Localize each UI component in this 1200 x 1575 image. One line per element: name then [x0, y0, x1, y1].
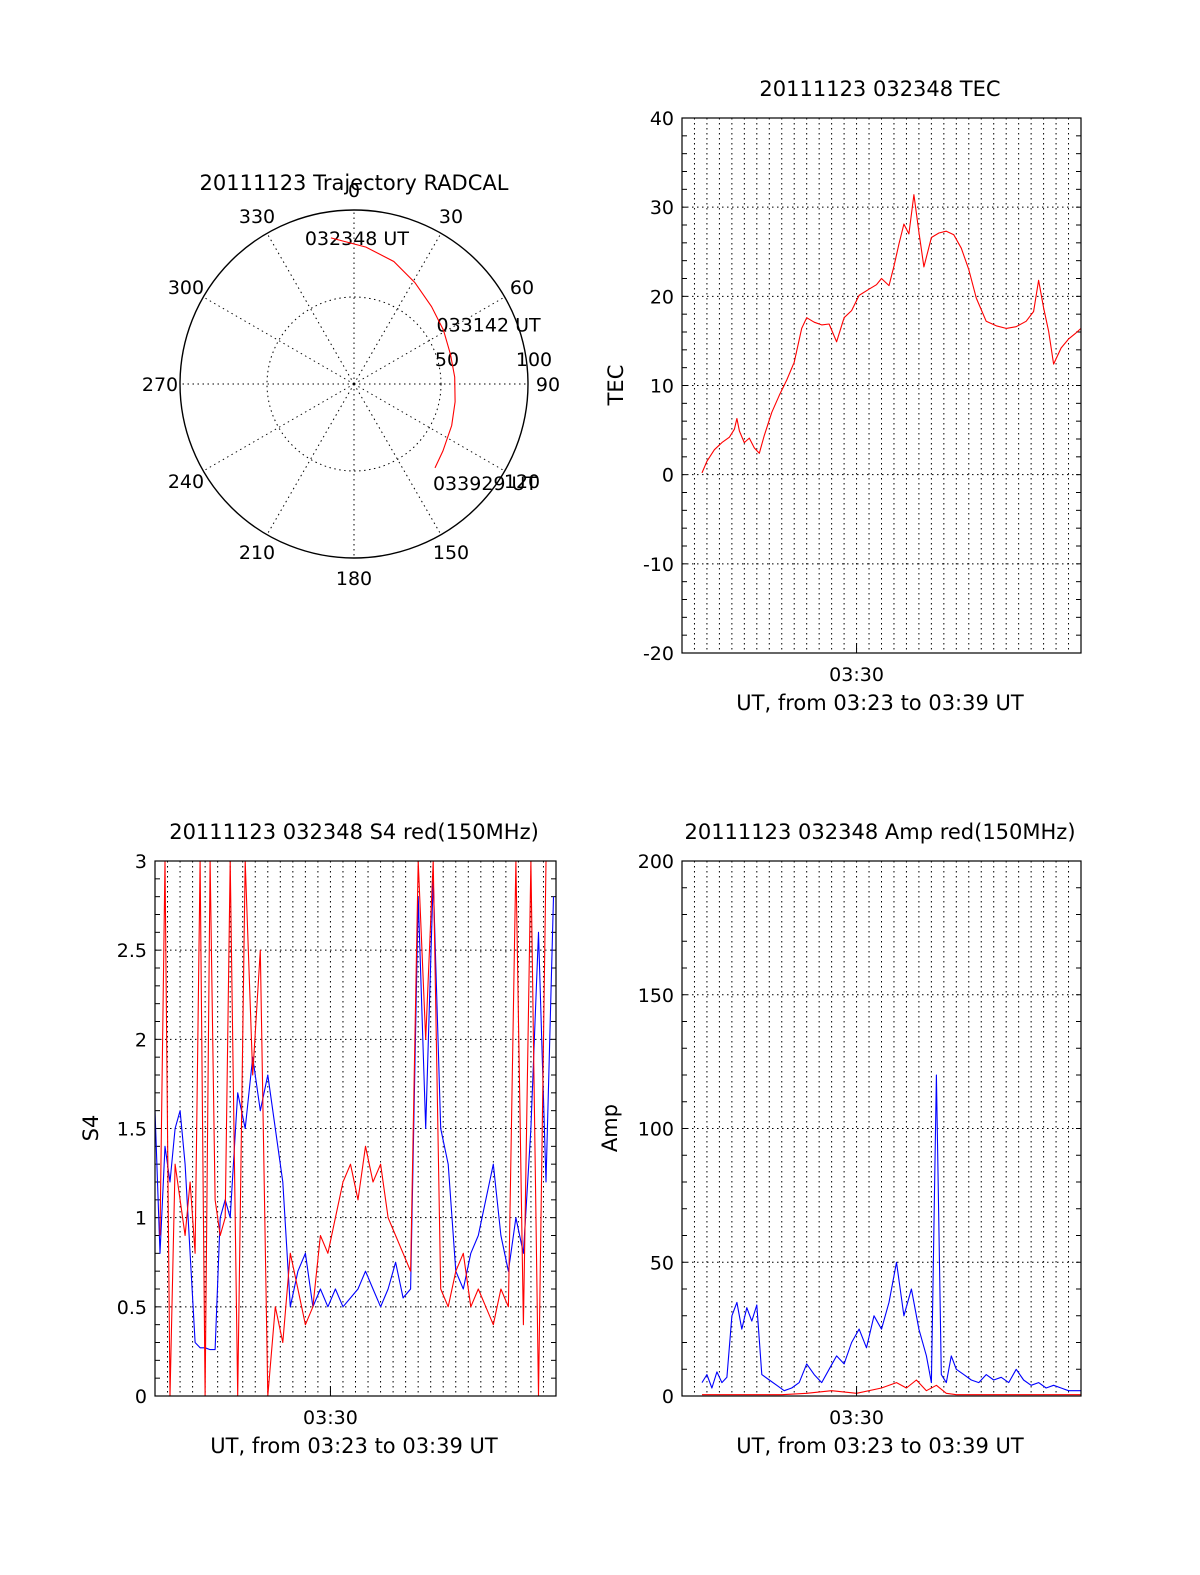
- s4-ytick-label: 3: [135, 851, 147, 873]
- s4-xtick-label: 03:30: [303, 1407, 358, 1429]
- polar-azimuth-label: 150: [433, 542, 469, 564]
- s4-series-line-0: [154, 878, 555, 1351]
- s4-panel: 20111123 032348 S4 red(150MHz) UT, from …: [79, 820, 557, 1458]
- s4-ytick-label: 0.5: [117, 1297, 147, 1319]
- polar-trajectory-panel: 20111123 Trajectory RADCAL 0 30 60 90 120 150…: [142, 171, 560, 590]
- polar-spoke-240: [203, 383, 355, 472]
- s4-title: 20111123 032348 S4 red(150MHz): [169, 820, 539, 844]
- s4-ytick-label: 1: [135, 1208, 147, 1230]
- polar-time-annotation: 033929 UT: [433, 473, 537, 495]
- polar-spoke-30: [353, 233, 442, 385]
- s4-xlabel: UT, from 03:23 to 03:39 UT: [210, 1434, 498, 1458]
- polar-trajectory-line: [330, 237, 456, 469]
- tec-ytick-label: 30: [650, 197, 674, 219]
- polar-azimuth-label: 210: [239, 542, 275, 564]
- polar-azimuth-label: 0: [348, 180, 360, 202]
- polar-ring-50: [266, 296, 442, 472]
- tec-ytick-label: 40: [650, 108, 674, 130]
- polar-spoke-210: [266, 383, 355, 535]
- polar-azimuth-label: 90: [536, 374, 560, 396]
- polar-azimuth-label: 120: [504, 471, 540, 493]
- polar-spoke-300: [203, 296, 355, 385]
- tec-ytick-label: -20: [643, 643, 674, 665]
- tec-ylabel: TEC: [604, 365, 628, 407]
- polar-spoke-330: [266, 233, 355, 385]
- amp-xlabel: UT, from 03:23 to 03:39 UT: [736, 1434, 1024, 1458]
- s4-plot-area: 0 0.5 1 1.5 2 2.5 3 03:30: [117, 851, 557, 1429]
- polar-spoke-150: [353, 383, 442, 535]
- s4-series-line-1: [159, 860, 547, 1397]
- amp-ytick-label: 200: [638, 851, 674, 873]
- s4-ylabel: S4: [79, 1115, 103, 1142]
- tec-xlabel: UT, from 03:23 to 03:39 UT: [736, 691, 1024, 715]
- tec-ytick-label: -10: [643, 554, 674, 576]
- tec-plot-area: -20 -10 0 10 20 30 40 03:30: [643, 108, 1082, 686]
- tec-series-line-0: [701, 194, 1082, 474]
- polar-ring-100: [179, 209, 529, 559]
- amp-ytick-label: 150: [638, 985, 674, 1007]
- amp-series-line-0: [701, 1074, 1081, 1392]
- s4-ytick-label: 1.5: [117, 1119, 147, 1141]
- tec-ytick-label: 0: [662, 465, 674, 487]
- polar-spoke-60: [353, 296, 505, 385]
- polar-azimuth-label: 60: [510, 277, 534, 299]
- s4-ytick-label: 0: [135, 1386, 147, 1408]
- tec-xtick-label: 03:30: [829, 664, 884, 686]
- polar-grid: [179, 209, 529, 559]
- polar-series: [330, 237, 456, 469]
- tec-title: 20111123 032348 TEC: [759, 77, 1000, 101]
- amp-ytick-label: 100: [638, 1119, 674, 1141]
- polar-labels: 0 30 60 90 120 150 180 210 240 270 300 330 50 100 0323…: [142, 180, 560, 590]
- amp-xtick-label: 03:30: [829, 1407, 884, 1429]
- polar-time-annotation: 032348 UT: [305, 228, 409, 250]
- polar-time-annotation: 033142 UT: [437, 314, 541, 336]
- amp-panel: 20111123 032348 Amp red(150MHz) UT, from…: [598, 820, 1082, 1458]
- polar-azimuth-label: 300: [168, 277, 204, 299]
- polar-azimuth-label: 180: [336, 568, 372, 590]
- s4-ytick-label: 2.5: [117, 940, 147, 962]
- tec-axes-frame: [681, 117, 1082, 654]
- tec-panel: 20111123 032348 TEC UT, from 03:23 to 03…: [604, 77, 1082, 715]
- polar-radial-label: 100: [516, 349, 552, 371]
- amp-ytick-label: 50: [650, 1252, 674, 1274]
- amp-ytick-label: 0: [662, 1386, 674, 1408]
- tec-ytick-label: 20: [650, 286, 674, 308]
- amp-plot-area: 0 50 100 150 200 03:30: [638, 851, 1082, 1429]
- polar-spoke-120: [353, 383, 505, 472]
- tec-ytick-label: 10: [650, 376, 674, 398]
- polar-title: 20111123 Trajectory RADCAL: [200, 171, 509, 195]
- polar-azimuth-label: 240: [168, 471, 204, 493]
- amp-ylabel: Amp: [598, 1104, 622, 1152]
- amp-axes-frame: [681, 860, 1082, 1397]
- s4-ytick-label: 2: [135, 1029, 147, 1051]
- polar-azimuth-label: 270: [142, 374, 178, 396]
- polar-azimuth-label: 30: [439, 206, 463, 228]
- amp-title: 20111123 032348 Amp red(150MHz): [684, 820, 1075, 844]
- polar-radial-label: 50: [435, 349, 459, 371]
- polar-azimuth-label: 330: [239, 206, 275, 228]
- s4-axes-frame: [154, 860, 557, 1397]
- amp-series-line-1: [702, 1379, 1081, 1396]
